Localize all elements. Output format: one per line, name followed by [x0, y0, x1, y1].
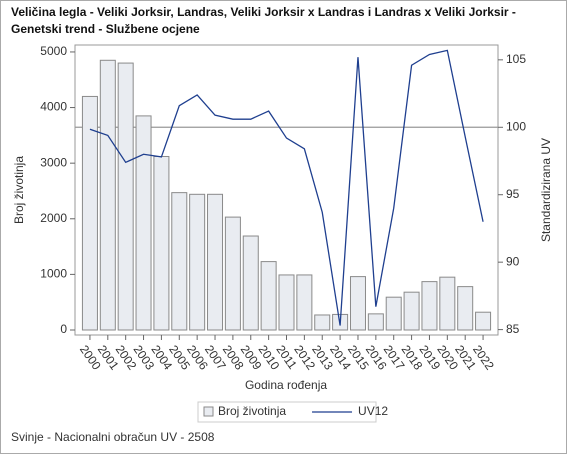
x-axis-label: Godina rođenja — [245, 378, 327, 392]
bar — [171, 192, 188, 331]
bar — [189, 193, 206, 331]
y2-tick-label: 100 — [506, 119, 526, 133]
legend-label: UV12 — [358, 404, 388, 418]
y2-tick-label: 90 — [506, 254, 520, 268]
y-tick-label: 5000 — [40, 44, 67, 58]
bar — [439, 276, 456, 331]
bar — [457, 286, 474, 331]
y2-tick-label: 95 — [506, 187, 520, 201]
y-tick-label: 4000 — [40, 100, 67, 114]
y2-tick-label: 85 — [506, 322, 520, 336]
bar — [296, 274, 313, 331]
bar — [135, 115, 152, 331]
legend-frame — [197, 401, 377, 423]
bar — [349, 276, 366, 331]
chart-title: Veličina legla - Veliki Jorksir, Landras… — [11, 5, 516, 19]
y-tick-label: 0 — [60, 322, 67, 336]
bar — [278, 274, 295, 331]
bar — [367, 313, 384, 331]
chart-title: Genetski trend - Službene ocjene — [11, 22, 200, 36]
y-tick-label: 3000 — [40, 155, 67, 169]
bar — [99, 59, 116, 331]
bar — [403, 291, 420, 331]
footnote: Svinje - Nacionalni obračun UV - 2508 — [11, 430, 215, 444]
bar — [260, 261, 277, 331]
y2-tick-label: 105 — [506, 52, 526, 66]
legend-swatch — [203, 406, 214, 417]
bar — [475, 311, 492, 331]
bar — [314, 314, 331, 331]
line — [89, 49, 484, 326]
bar — [153, 155, 170, 331]
y-axis-label: Broj životinja — [12, 156, 26, 224]
bar — [81, 95, 98, 331]
bar — [117, 62, 134, 331]
bar — [207, 193, 224, 331]
bar — [421, 281, 438, 331]
y-tick-label: 1000 — [40, 267, 67, 281]
bar — [385, 296, 402, 331]
legend-label: Broj životinja — [218, 404, 286, 418]
bar — [242, 235, 259, 331]
bar — [224, 216, 241, 331]
y-tick-label: 2000 — [40, 211, 67, 225]
y2-axis-label: Standardizirana UV — [539, 138, 553, 242]
